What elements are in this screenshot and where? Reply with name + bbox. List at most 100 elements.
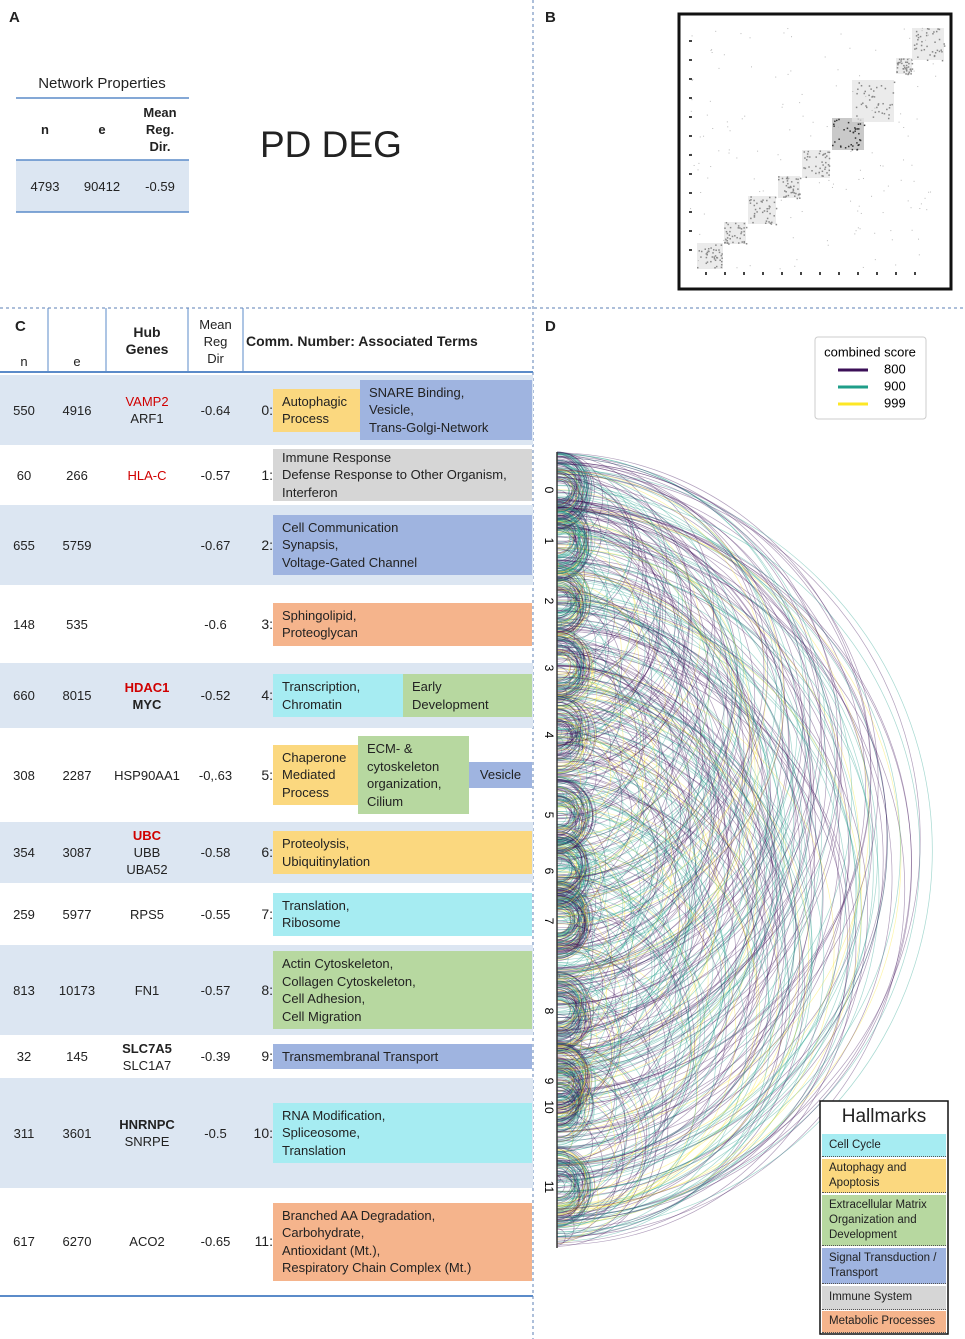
arc — [556, 894, 579, 941]
arc — [556, 650, 725, 987]
arc — [556, 637, 583, 692]
matrix-dot — [729, 130, 731, 132]
arc — [556, 701, 584, 755]
arc — [556, 907, 571, 935]
matrix-dot — [824, 156, 827, 159]
arc — [556, 1062, 582, 1115]
matrix-dot — [903, 71, 905, 73]
arc — [556, 559, 698, 842]
hallmark-line: Metabolic Processes — [829, 1315, 936, 1327]
matrix-dot — [903, 126, 905, 128]
arc — [556, 735, 697, 1016]
arc — [556, 662, 759, 1075]
arc — [556, 882, 583, 938]
matrix-dot — [778, 178, 780, 181]
matrix-dot — [720, 244, 723, 246]
value-cell: 4793 — [30, 178, 60, 194]
arc — [556, 492, 738, 854]
arc — [556, 635, 586, 693]
arc — [556, 521, 751, 917]
arc — [556, 998, 572, 1031]
arc — [556, 852, 573, 884]
arc — [556, 705, 591, 773]
matrix-dot — [938, 28, 941, 31]
arc — [556, 833, 585, 890]
arc — [556, 532, 794, 1015]
matrix-dot — [832, 183, 834, 185]
arc — [556, 549, 650, 735]
arc — [556, 528, 684, 783]
matrix-dot — [909, 37, 911, 39]
community-label: 2 — [542, 598, 556, 605]
arc — [556, 1002, 581, 1051]
matrix-dot — [782, 181, 785, 183]
arc — [556, 973, 586, 1036]
arc — [556, 1190, 576, 1228]
arc — [556, 640, 647, 820]
matrix-dot — [847, 121, 850, 124]
arc — [556, 752, 789, 1217]
matrix-dot — [903, 28, 905, 30]
arc — [556, 1081, 574, 1118]
matrix-dot — [910, 73, 912, 75]
matrix-dot — [720, 266, 723, 269]
arc — [556, 652, 578, 694]
arc — [556, 1081, 579, 1126]
arc — [556, 463, 578, 506]
arc — [556, 975, 582, 1029]
arc — [556, 518, 588, 580]
arc — [556, 519, 582, 572]
arc — [556, 949, 677, 1189]
arc — [556, 891, 717, 1219]
arc — [556, 686, 797, 1165]
arc — [556, 590, 569, 614]
comm-cell: 2: — [261, 536, 273, 553]
matrix-dot — [714, 259, 717, 262]
arc — [556, 592, 701, 880]
arc — [556, 782, 593, 855]
matrix-dot — [785, 195, 788, 197]
matrix-dot — [815, 172, 817, 175]
arc — [556, 912, 581, 960]
arc — [556, 549, 725, 885]
matrix-dot — [846, 127, 849, 130]
arc — [556, 470, 785, 925]
n-cell: 60 — [16, 467, 32, 483]
arc — [556, 787, 586, 845]
arc — [556, 452, 714, 767]
arc — [556, 1116, 604, 1214]
matrix-dot — [716, 257, 719, 259]
matrix-dot — [709, 100, 711, 102]
term-line: Chromatin — [282, 696, 342, 712]
matrix-dot — [868, 99, 871, 101]
arc — [556, 909, 582, 958]
arc — [556, 1083, 582, 1132]
n-cell: 354 — [13, 845, 35, 860]
term-line: SNARE Binding, — [369, 384, 465, 400]
matrix-dot — [789, 185, 792, 188]
arc — [556, 999, 575, 1035]
arc — [556, 506, 661, 715]
arc — [556, 480, 803, 973]
arc — [556, 838, 632, 988]
matrix-dot — [828, 174, 830, 176]
arc — [556, 509, 589, 573]
matrix-dot — [741, 241, 743, 243]
matrix-dot — [768, 207, 770, 210]
arc — [556, 568, 689, 831]
arc — [556, 1172, 576, 1211]
matrix-dot — [732, 241, 734, 244]
matrix-dot — [704, 248, 707, 250]
arc — [556, 684, 758, 1085]
arc — [556, 992, 586, 1050]
axis-tick — [689, 173, 692, 175]
arc — [556, 796, 586, 854]
arc — [556, 839, 590, 905]
arc — [556, 719, 584, 772]
arc — [556, 1164, 579, 1211]
arc — [556, 578, 576, 617]
matrix-dot — [911, 164, 913, 166]
arc — [556, 1016, 669, 1240]
arc — [556, 463, 576, 501]
arc — [556, 577, 583, 630]
